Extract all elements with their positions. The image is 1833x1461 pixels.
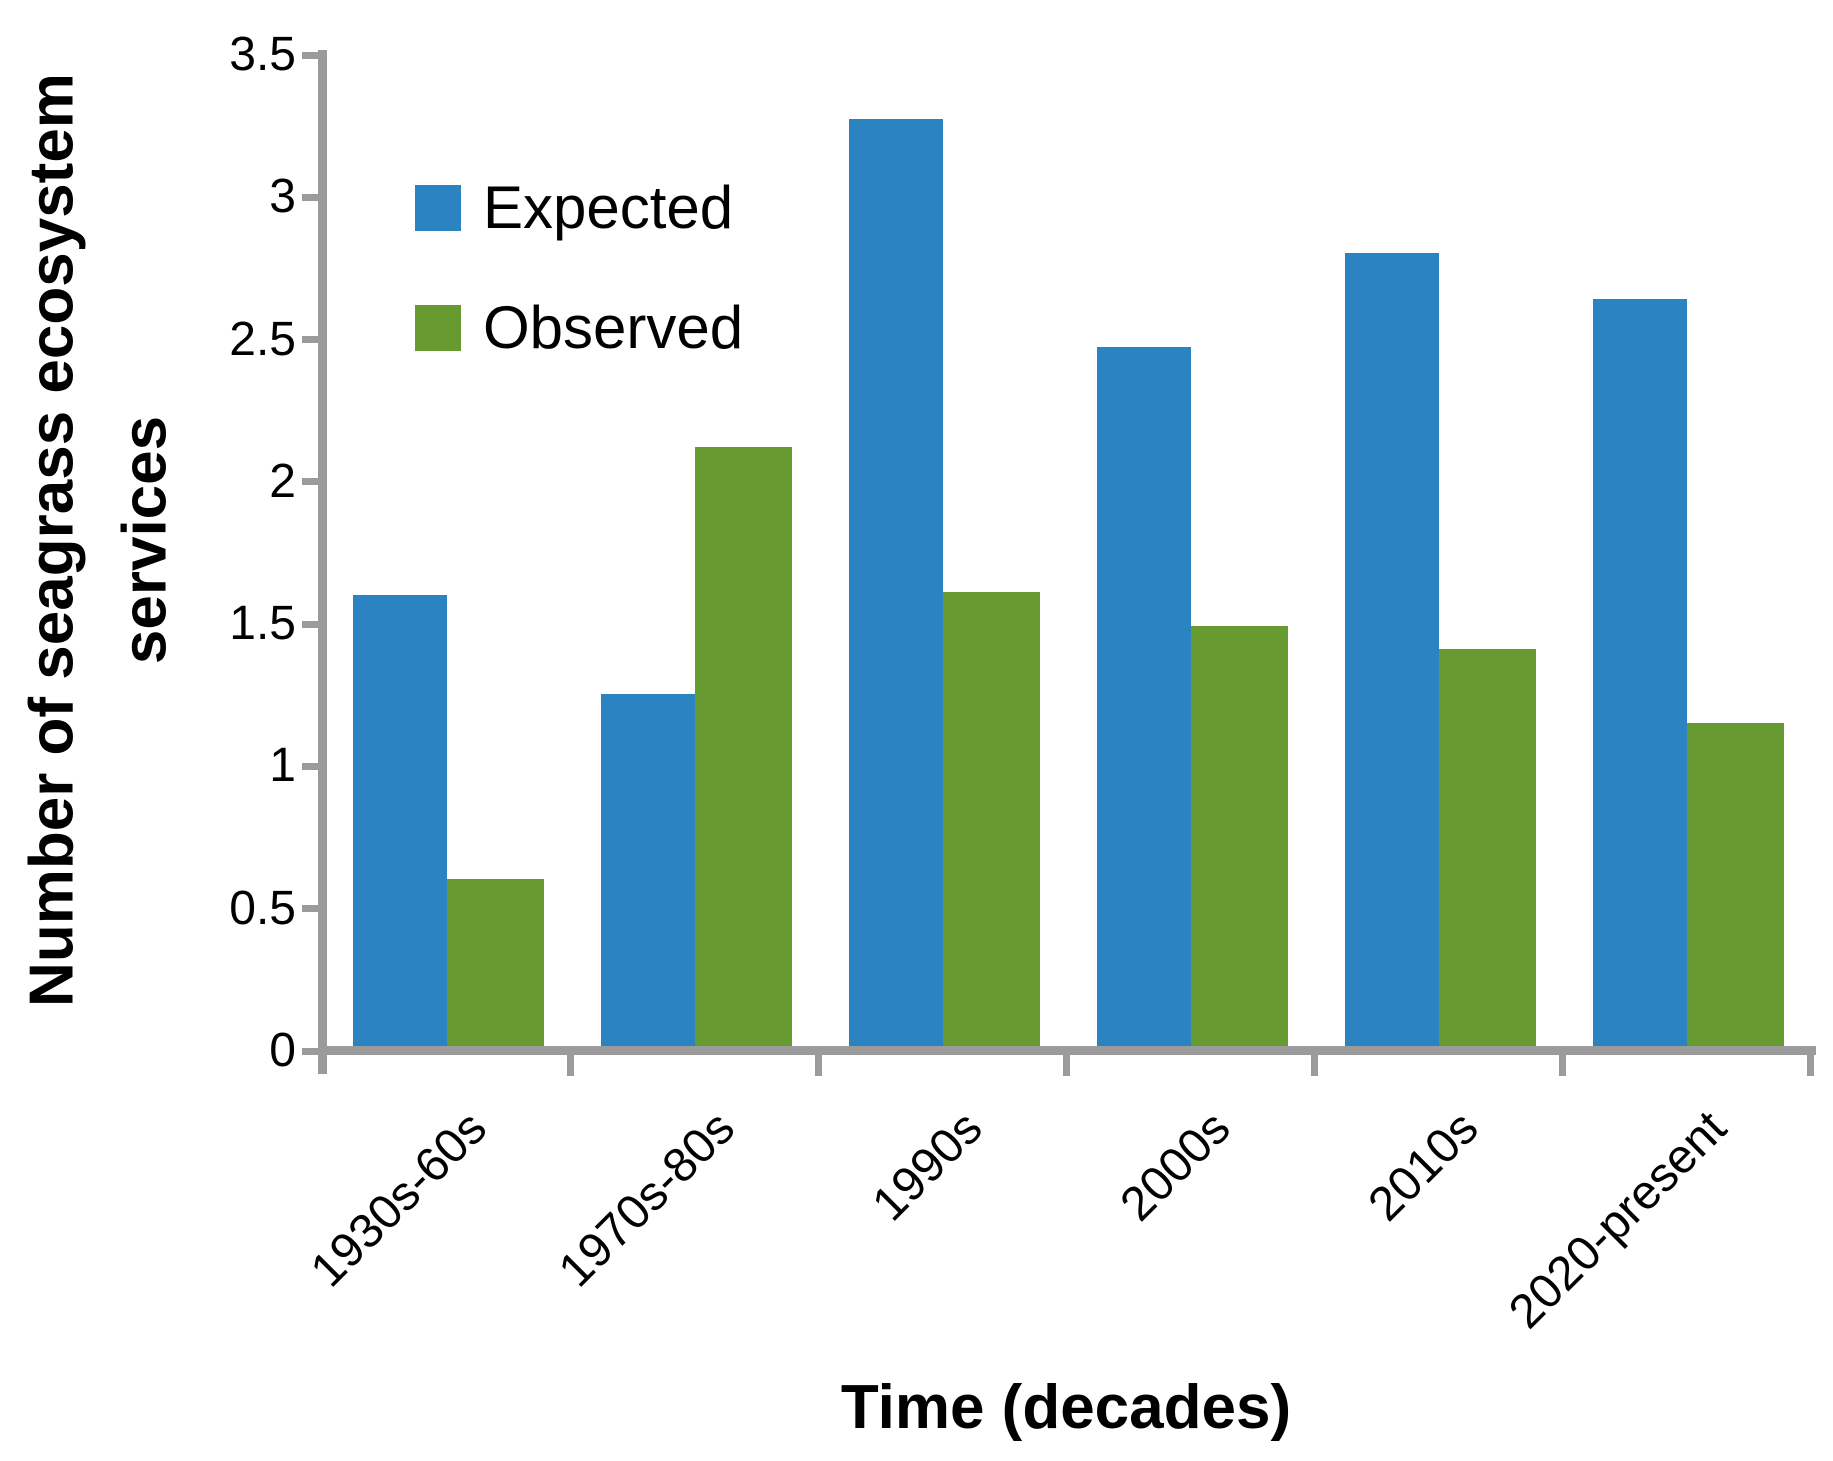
- y-tick-mark: [302, 51, 319, 59]
- expected-swatch-icon: [415, 185, 461, 231]
- x-tick-label: 1990s: [862, 1101, 993, 1232]
- y-tick-label: 1.5: [229, 597, 296, 651]
- y-tick-mark: [302, 1047, 319, 1055]
- x-tick-mark: [814, 1050, 822, 1076]
- bar-observed-1970s-80s: [695, 446, 792, 1050]
- y-tick-label: 1: [269, 739, 296, 793]
- observed-swatch-icon: [415, 305, 461, 351]
- legend-label-observed: Observed: [483, 294, 744, 361]
- x-axis-title: Time (decades): [840, 1373, 1292, 1442]
- y-tick-mark: [302, 905, 319, 913]
- bar-observed-2000s: [1191, 625, 1288, 1050]
- y-tick-label: 2.5: [229, 312, 296, 366]
- y-axis-title-line-1: Number of seagrass ecosystem: [17, 73, 87, 1007]
- y-tick-mark: [302, 620, 319, 628]
- y-axis-line: [318, 50, 327, 1074]
- y-tick-label: 3: [269, 170, 296, 224]
- y-tick-mark: [302, 478, 319, 486]
- x-tick-mark: [1558, 1050, 1566, 1076]
- x-tick-label: 1970s-80s: [548, 1101, 745, 1298]
- y-tick-label: 0: [269, 1024, 296, 1077]
- bar-expected-1930s-60s: [353, 594, 447, 1050]
- bar-observed-1990s: [943, 591, 1040, 1050]
- bar-expected-2000s: [1097, 347, 1191, 1050]
- x-tick-mark: [1310, 1050, 1318, 1076]
- y-tick-mark: [302, 762, 319, 770]
- legend-item-expected: Expected: [415, 178, 733, 238]
- x-tick-label: 2000s: [1110, 1101, 1241, 1232]
- x-tick-mark: [1806, 1050, 1814, 1076]
- y-tick-mark: [302, 336, 319, 344]
- bar-observed-2010s: [1439, 648, 1536, 1050]
- bar-observed-2020-present: [1687, 722, 1784, 1050]
- x-tick-mark: [566, 1050, 574, 1076]
- bar-expected-1970s-80s: [601, 694, 695, 1050]
- y-tick-label: 0.5: [229, 881, 296, 935]
- bar-expected-1990s: [849, 119, 943, 1050]
- x-tick-label: 2010s: [1358, 1101, 1489, 1232]
- legend-item-observed: Observed: [415, 298, 743, 358]
- y-tick-label: 3.5: [229, 28, 296, 81]
- y-axis-title-line-2: services: [110, 415, 180, 665]
- x-tick-label: 1930s-60s: [300, 1101, 497, 1298]
- x-tick-label: 2020-present: [1499, 1101, 1737, 1339]
- x-tick-mark: [1062, 1050, 1070, 1076]
- y-tick-mark: [302, 193, 319, 201]
- bar-expected-2010s: [1345, 253, 1439, 1050]
- y-tick-label: 2: [269, 454, 296, 508]
- bar-observed-1930s-60s: [447, 879, 544, 1050]
- bar-expected-2020-present: [1593, 298, 1687, 1050]
- legend-label-expected: Expected: [483, 174, 734, 241]
